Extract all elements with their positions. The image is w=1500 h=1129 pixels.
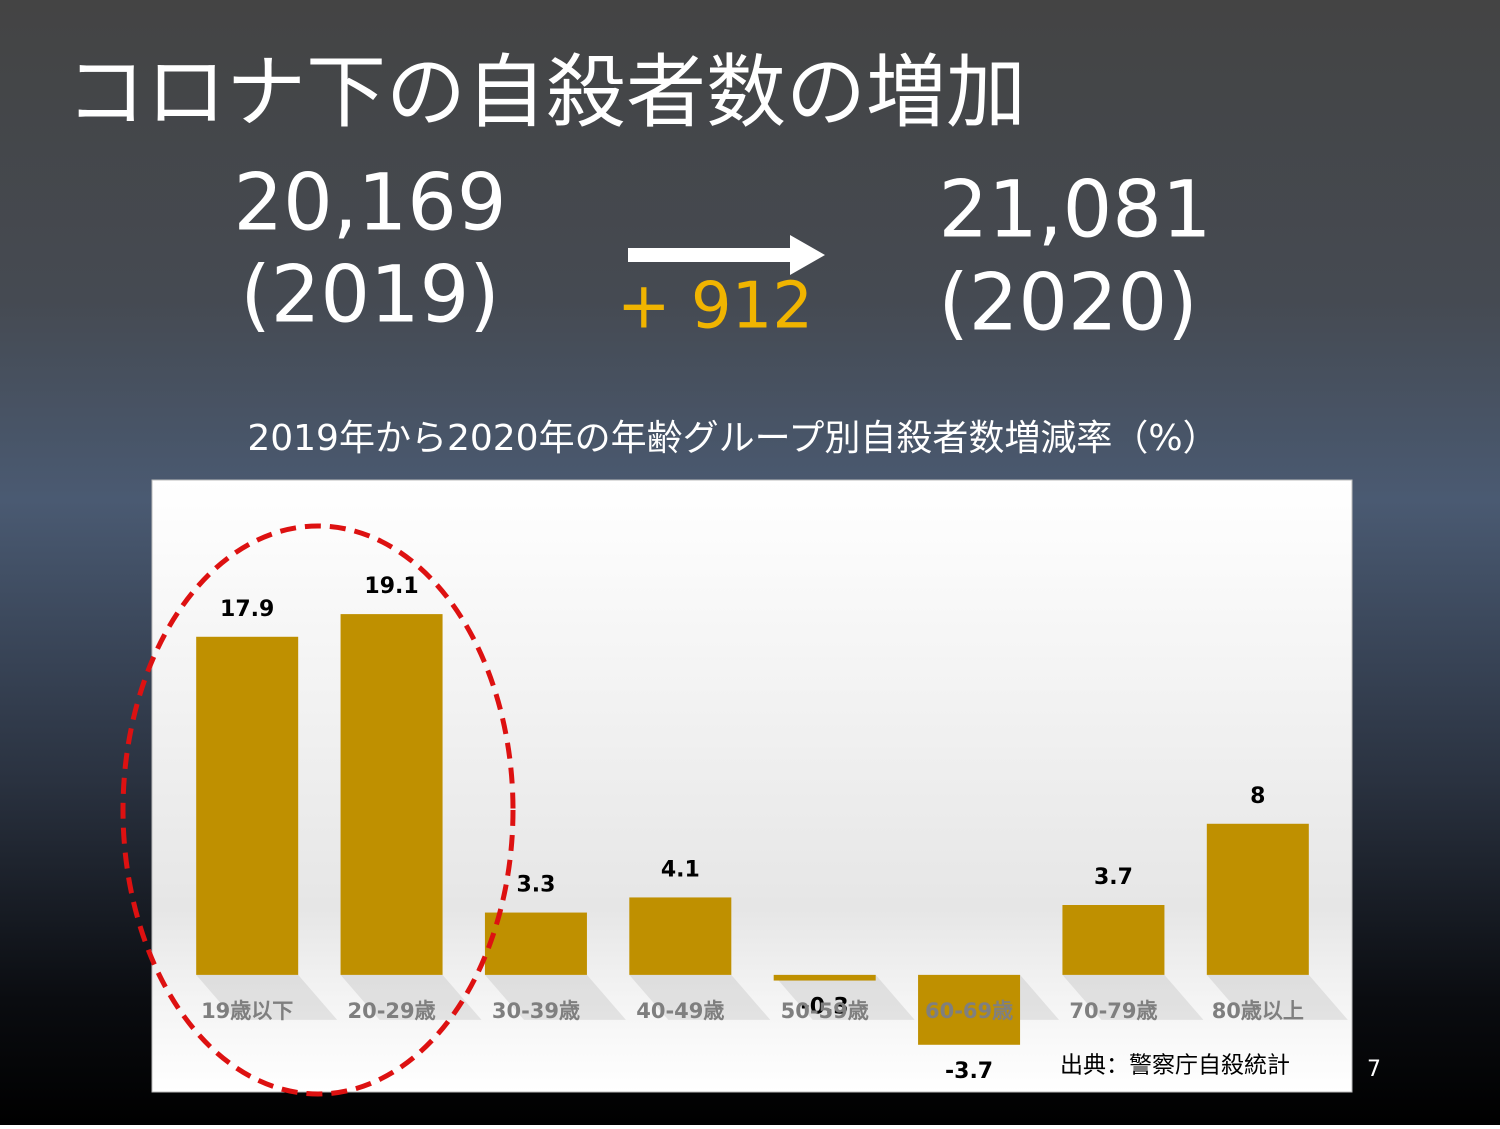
page-number: 7: [1367, 1057, 1381, 1082]
bar-shadow: [340, 974, 482, 1020]
before-year: (2019): [240, 250, 499, 340]
x-tick-label: 40-49歳: [636, 999, 724, 1023]
value-label: 8: [1250, 784, 1265, 809]
bar-shadow: [1062, 974, 1204, 1020]
bar: [340, 614, 443, 975]
x-tick-label: 20-29歳: [347, 999, 435, 1023]
bar-shadow: [1206, 974, 1348, 1020]
bar: [1206, 823, 1309, 975]
source-note: 出典：警察庁自殺統計: [1060, 1053, 1290, 1079]
value-label: -3.7: [945, 1059, 993, 1084]
bar-shadow: [484, 974, 626, 1020]
after-year: (2020): [938, 258, 1197, 348]
bar: [196, 636, 299, 975]
arrow-head: [790, 235, 825, 275]
before-value: 20,169: [234, 158, 507, 248]
value-label: 4.1: [661, 857, 700, 882]
value-label: 17.9: [220, 597, 274, 622]
plot: 17.9 19.1 3.3 4.1 -0.3 -3.7 3.7 8 19歳以下 20-29歳 30-…: [196, 574, 1348, 1084]
x-tick-label: 19歳以下: [201, 999, 293, 1023]
value-label: 3.7: [1094, 865, 1133, 890]
after-value: 21,081: [939, 165, 1212, 255]
x-tick-label: 60-69歳: [925, 999, 1013, 1023]
x-tick-label: 80歳以上: [1212, 999, 1304, 1023]
chart-title: 2019年から2020年の年齢グループ別自殺者数増減率（%）: [247, 418, 1218, 459]
value-label: 19.1: [364, 574, 418, 599]
bar: [918, 974, 1021, 1045]
x-tick-label: 70-79歳: [1069, 999, 1157, 1023]
bar-shadow: [196, 974, 338, 1020]
x-tick-label: 30-39歳: [492, 999, 580, 1023]
value-label: 3.3: [516, 873, 555, 898]
bar: [1062, 905, 1165, 975]
highlight-ellipse: [120, 523, 516, 1097]
bar-shadow: [629, 974, 771, 1020]
change-value: + 912: [617, 270, 813, 344]
bar-shadow: [773, 974, 915, 1020]
slide-title: コロナ下の自殺者数の増加: [66, 46, 1026, 139]
bar: [773, 974, 876, 981]
bar: [484, 912, 587, 975]
x-tick-label: 50-59歳: [781, 999, 869, 1023]
value-label: -0.3: [801, 995, 849, 1020]
bar: [629, 897, 732, 975]
